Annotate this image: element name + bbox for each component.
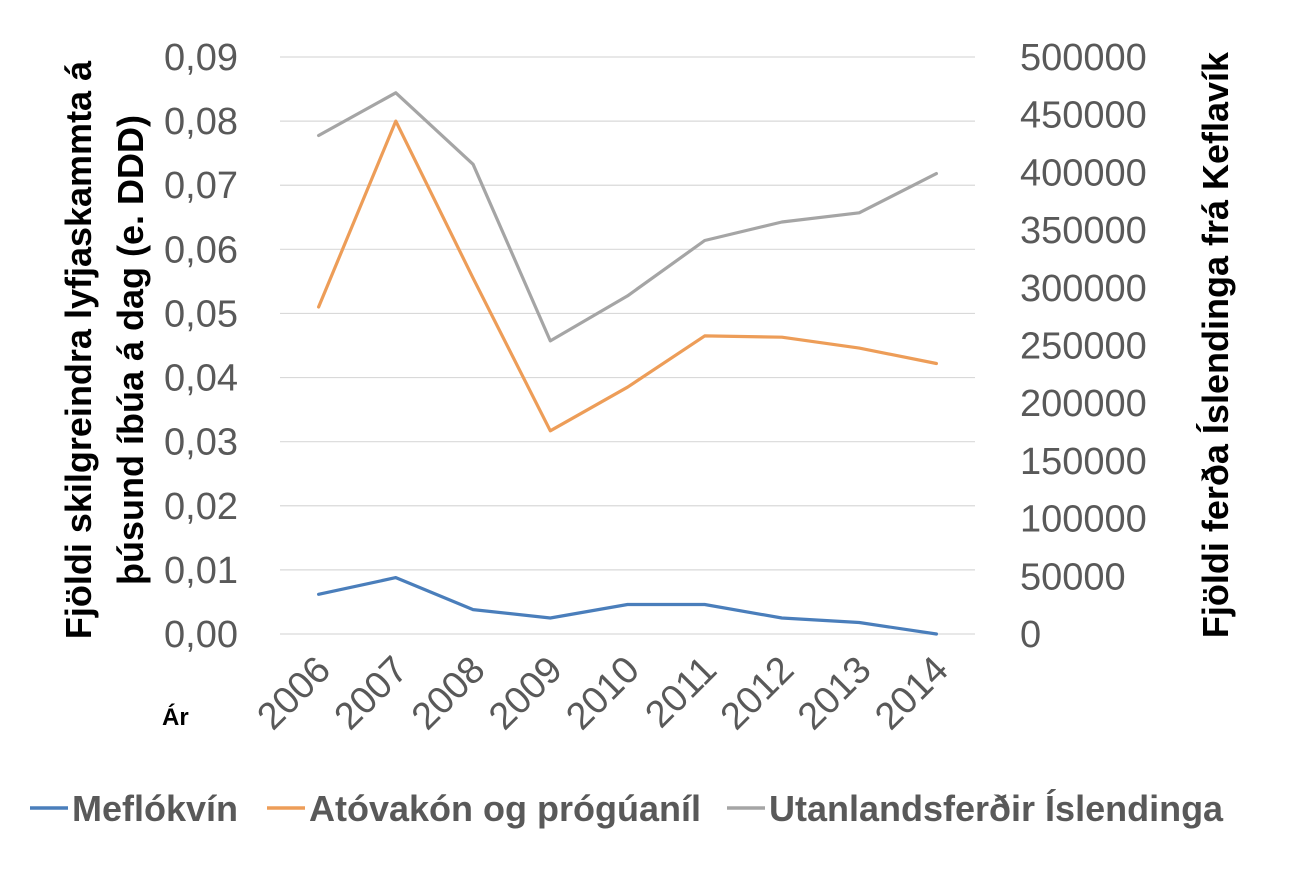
x-tick-label: 2008 <box>404 649 493 738</box>
y-axis-title-line: Fjöldi skilgreindra lyfjaskammta á <box>58 60 99 639</box>
y-tick-label: 0,08 <box>164 101 238 143</box>
series-line <box>317 575 939 636</box>
legend: Meflókvín Atóvakón og prógúaníl Utanlandsf… <box>30 788 1224 829</box>
x-tick-label: 2009 <box>481 649 570 738</box>
y-tick-label: 0,01 <box>164 550 238 592</box>
x-tick-label: 2007 <box>327 649 416 738</box>
series-lines <box>317 91 939 636</box>
y-tick-label: 0,09 <box>164 37 238 79</box>
y-axis-title: Fjöldi skilgreindra lyfjaskammta á þúsund… <box>58 60 151 639</box>
y2-axis-title: Fjöldi ferða Íslendinga frá Keflavík <box>1195 51 1236 638</box>
y2-tick-label: 400000 <box>1020 152 1147 194</box>
y2-tick-label: 450000 <box>1020 95 1147 137</box>
x-tick-label: 2012 <box>713 649 802 738</box>
y2-tick-label: 350000 <box>1020 210 1147 252</box>
y2-tick-label: 50000 <box>1020 556 1126 598</box>
right-axis-ticks: 0 50000 100000 150000 200000 250000 300000 3500… <box>1020 37 1147 656</box>
legend-label: Atóvakón og prógúaníl <box>309 788 701 829</box>
y-tick-label: 0,03 <box>164 422 238 464</box>
legend-label: Utanlandsferðir Íslendinga <box>769 788 1224 829</box>
y2-tick-label: 100000 <box>1020 499 1147 541</box>
y2-tick-label: 250000 <box>1020 326 1147 368</box>
y-tick-label: 0,05 <box>164 293 238 335</box>
gridlines <box>280 56 975 635</box>
x-tick-label: 2011 <box>638 649 725 736</box>
x-tick-label: 2010 <box>558 649 647 738</box>
y-tick-label: 0,07 <box>164 165 238 207</box>
x-axis-title: Ár <box>162 703 189 731</box>
y-tick-label: 0,06 <box>164 229 238 271</box>
y-tick-label: 0,00 <box>164 614 238 656</box>
y2-tick-label: 200000 <box>1020 383 1147 425</box>
x-tick-label: 2013 <box>790 649 879 738</box>
y2-tick-label: 0 <box>1020 614 1041 656</box>
y-axis-title-text: Fjöldi skilgreindra lyfjaskammta á þúsund… <box>58 60 151 639</box>
y-axis-title-line: þúsund íbúa á dag (e. DDD) <box>110 115 151 585</box>
left-axis-ticks: 0,00 0,01 0,02 0,03 0,04 0,05 0,06 0,07 0,08 0,09 <box>164 37 238 656</box>
y2-tick-label: 500000 <box>1020 37 1147 79</box>
series-line <box>317 91 939 343</box>
y-tick-label: 0,04 <box>164 358 238 400</box>
x-tick-label: 2014 <box>867 649 956 738</box>
series-line <box>317 119 939 433</box>
legend-label: Meflókvín <box>72 788 238 829</box>
y2-tick-label: 300000 <box>1020 268 1147 310</box>
y2-tick-label: 150000 <box>1020 441 1147 483</box>
x-tick-label: 2006 <box>249 649 338 738</box>
y-tick-label: 0,02 <box>164 486 238 528</box>
